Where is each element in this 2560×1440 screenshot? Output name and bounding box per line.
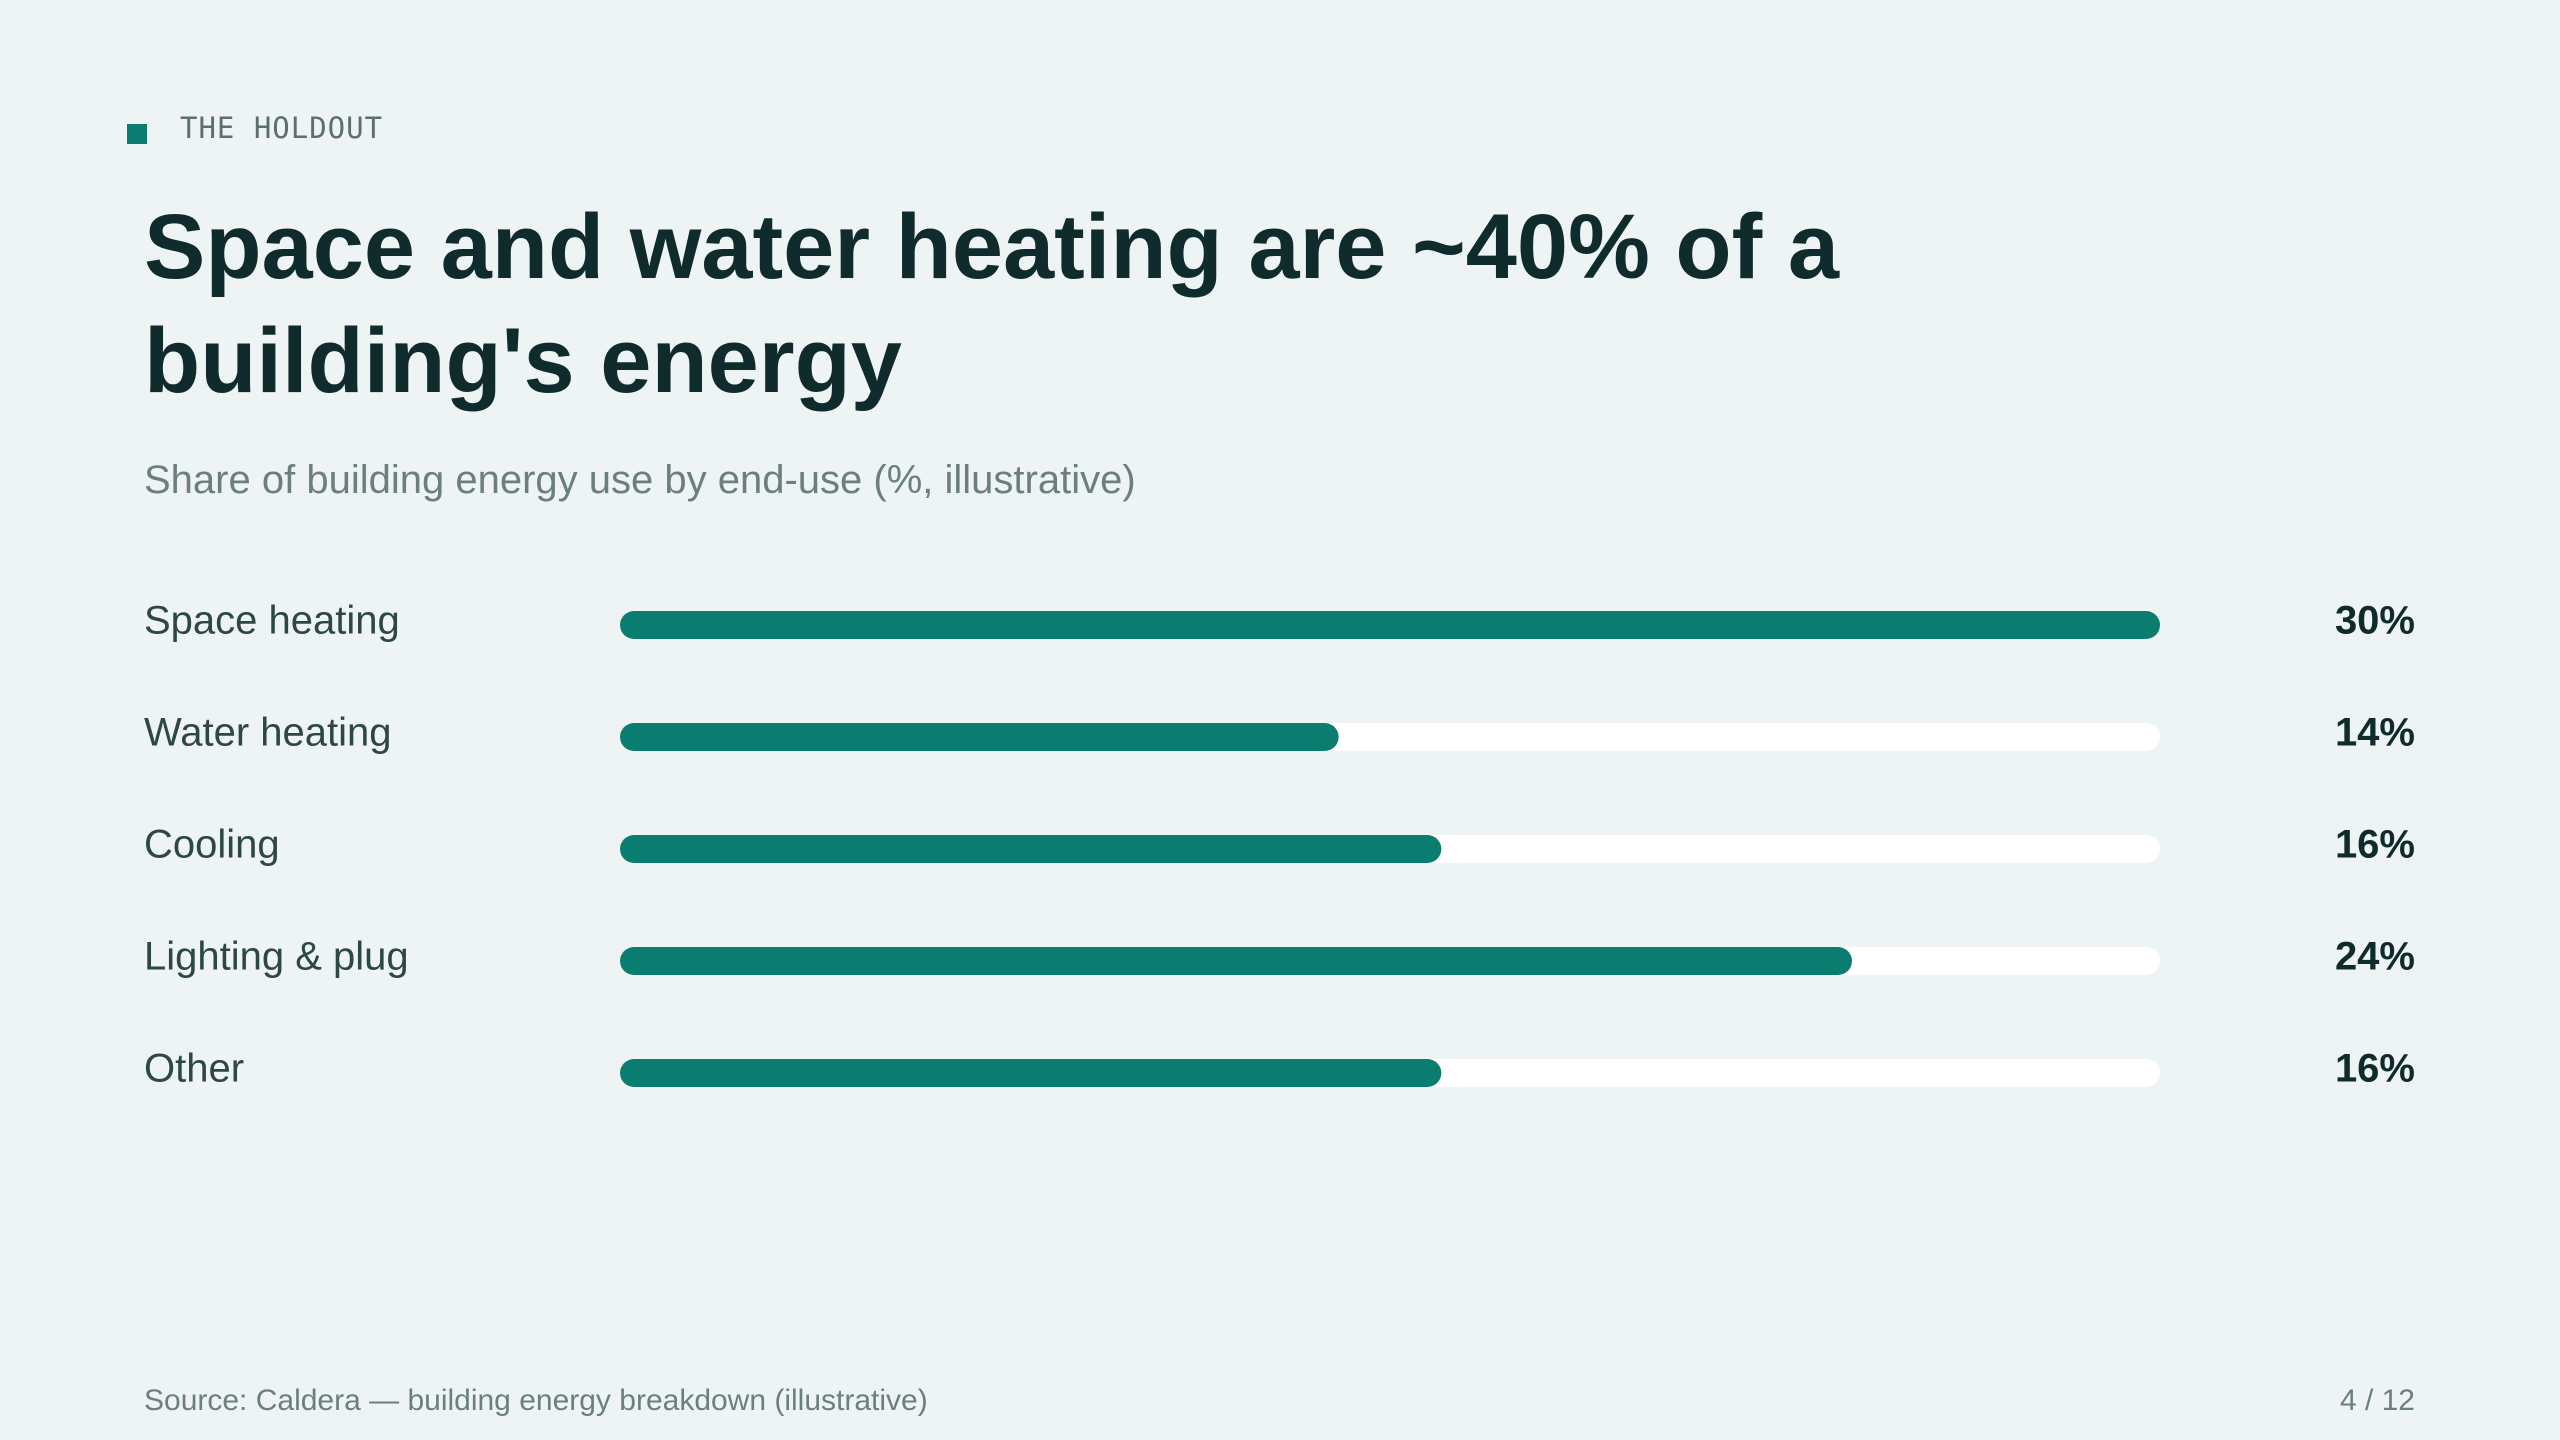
category-label: Lighting & plug xyxy=(144,935,409,979)
bar xyxy=(620,611,2160,639)
bar xyxy=(620,1059,1442,1087)
value-label: 16% xyxy=(2335,823,2415,867)
bar xyxy=(620,723,1339,751)
source-note: Source: Caldera — building energy breakd… xyxy=(144,1384,928,1417)
category-label: Space heating xyxy=(144,599,400,643)
value-label: 30% xyxy=(2335,599,2415,643)
chart-title: Space and water heating are ~40% of a bu… xyxy=(144,196,1839,412)
category-label: Water heating xyxy=(144,711,392,755)
category-label: Other xyxy=(144,1047,244,1091)
kicker: THE HOLDOUT xyxy=(180,111,384,145)
kicker-marker xyxy=(127,124,147,144)
bar xyxy=(620,947,1852,975)
value-label: 14% xyxy=(2335,711,2415,755)
bar xyxy=(620,835,1442,863)
value-label: 24% xyxy=(2335,935,2415,979)
category-label: Cooling xyxy=(144,823,280,867)
page-number: 4 / 12 xyxy=(2339,1384,2415,1417)
chart-subtitle: Share of building energy use by end-use … xyxy=(144,458,1136,502)
value-label: 16% xyxy=(2335,1047,2415,1091)
